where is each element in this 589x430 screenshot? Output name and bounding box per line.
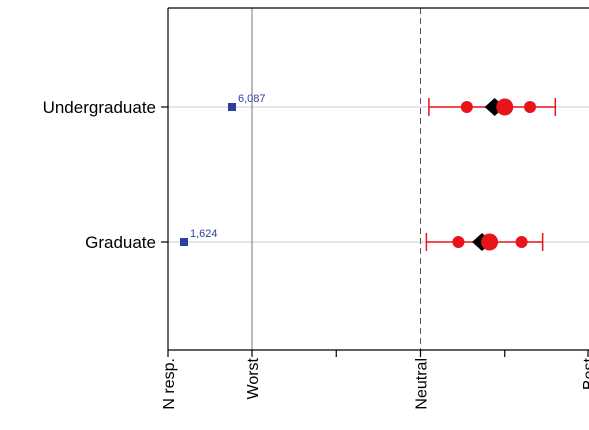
grid-layer [168,106,589,243]
x-tick-label-best: Best [581,357,589,390]
reference-lines-layer [251,8,421,350]
marks-layer [180,98,557,251]
plot-frame-layer [161,7,589,357]
n-responses-marker-graduate [180,238,188,246]
x-tick-label-worst: Worst [245,357,262,399]
quartile-point-graduate-1 [452,236,465,248]
n-responses-marker-undergraduate [228,103,236,111]
quartile-point-undergraduate-2 [524,101,537,113]
quartile-point-graduate-2 [515,236,528,248]
x-tick-label-n-resp: N resp. [161,358,178,410]
category-label-undergraduate: Undergraduate [43,98,156,117]
category-label-graduate: Graduate [85,233,156,252]
median-point-graduate [481,233,499,251]
x-tick-label-neutral: Neutral [414,358,431,410]
n-responses-label-graduate: 1,624 [190,228,218,240]
labels-layer: N resp. Worst Neutral Best Undergraduate Grad… [43,93,589,410]
quartile-point-undergraduate-1 [460,101,473,113]
n-responses-label-undergraduate: 6,087 [238,93,266,105]
median-point-undergraduate [496,98,514,116]
